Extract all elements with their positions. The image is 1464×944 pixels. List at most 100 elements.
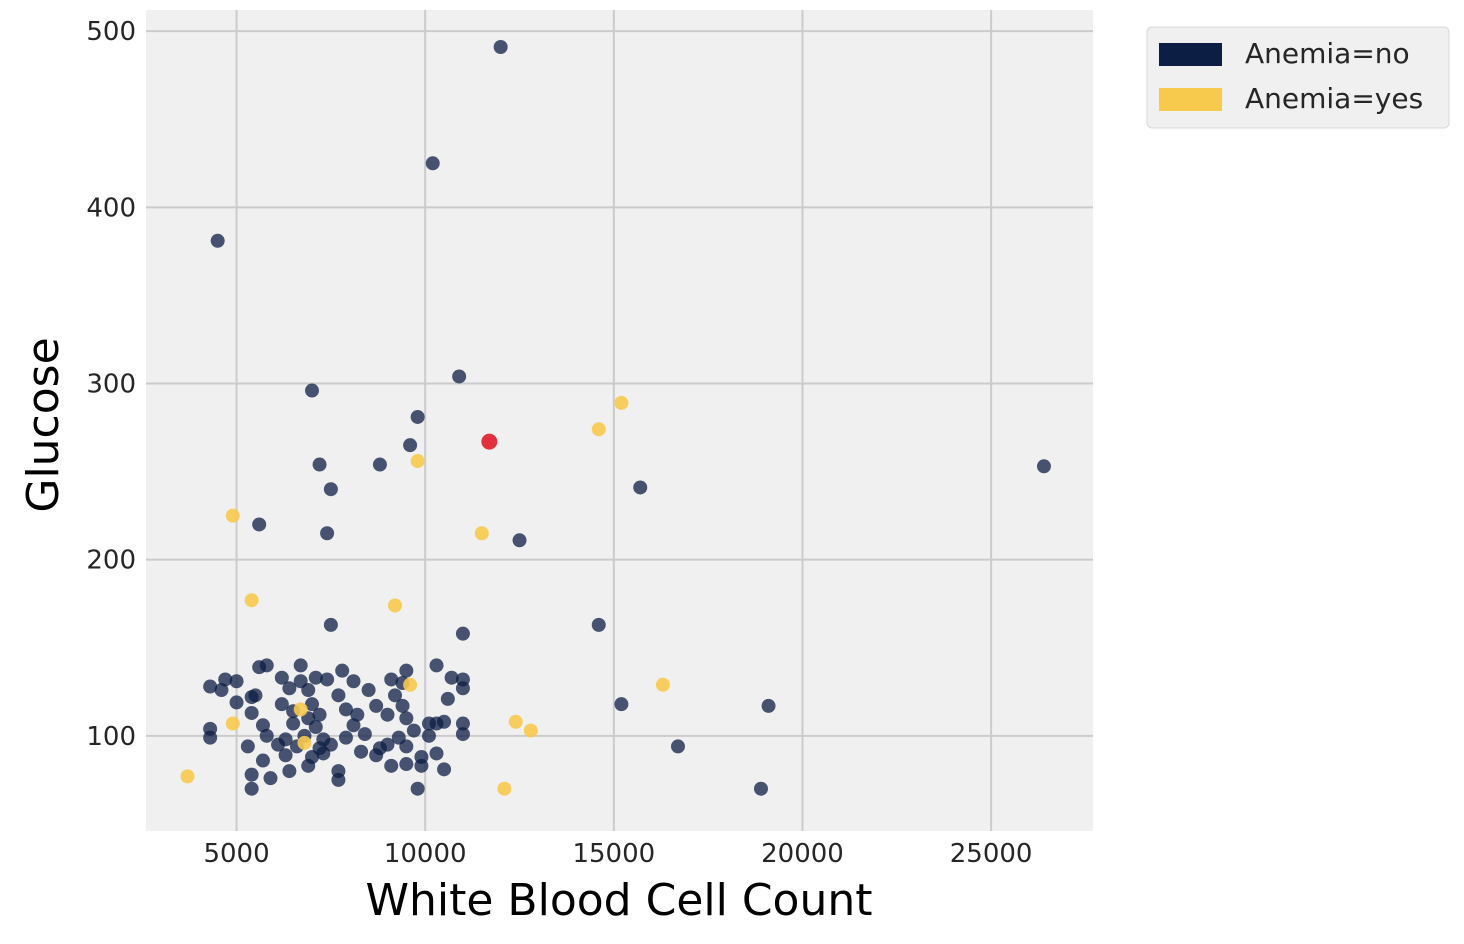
point-anemia-no (244, 705, 259, 720)
legend-swatch-yes (1159, 88, 1222, 111)
point-anemia-no (203, 679, 218, 694)
legend-label-no: Anemia=no (1245, 37, 1410, 70)
point-anemia-no (614, 697, 629, 712)
point-anemia-no (388, 688, 403, 703)
x-tick-label: 10000 (384, 839, 467, 869)
highlighted-point (481, 433, 498, 450)
point-anemia-no (282, 681, 297, 696)
point-anemia-no (425, 156, 440, 171)
x-tick-label: 20000 (761, 839, 844, 869)
point-anemia-no (455, 626, 470, 641)
point-anemia-no (455, 727, 470, 742)
y-tick-label: 200 (86, 546, 136, 576)
point-anemia-no (320, 526, 335, 541)
point-anemia-no (512, 533, 527, 548)
point-anemia-yes (474, 526, 489, 541)
point-anemia-no (369, 698, 384, 713)
point-anemia-no (357, 727, 372, 742)
point-anemia-no (350, 707, 365, 722)
point-anemia-no (229, 674, 244, 689)
point-anemia-no (444, 670, 459, 685)
point-anemia-no (761, 698, 776, 713)
point-anemia-no (399, 711, 414, 726)
point-anemia-no (301, 758, 316, 773)
point-anemia-no (455, 681, 470, 696)
point-anemia-no (346, 718, 361, 733)
y-axis-label: Glucose (18, 337, 69, 512)
legend-label-yes: Anemia=yes (1245, 82, 1423, 115)
x-tick-label: 25000 (950, 839, 1033, 869)
point-anemia-no (229, 695, 244, 710)
point-anemia-no (670, 739, 685, 754)
point-anemia-no (1036, 459, 1051, 474)
point-anemia-no (429, 716, 444, 731)
point-anemia-no (380, 707, 395, 722)
point-anemia-no (320, 672, 335, 687)
point-anemia-no (440, 691, 455, 706)
point-anemia-no (410, 409, 425, 424)
point-anemia-no (421, 728, 436, 743)
point-anemia-no (384, 672, 399, 687)
point-anemia-no (380, 737, 395, 752)
point-anemia-no (271, 737, 286, 752)
point-anemia-no (308, 670, 323, 685)
point-anemia-no (274, 670, 289, 685)
point-anemia-yes (244, 593, 259, 608)
point-anemia-no (753, 781, 768, 796)
point-anemia-no (214, 683, 229, 698)
point-anemia-no (244, 767, 259, 782)
x-tick-label: 5000 (203, 839, 269, 869)
point-anemia-no (410, 781, 425, 796)
point-anemia-no (203, 730, 218, 745)
point-anemia-no (286, 716, 301, 731)
point-anemia-yes (591, 422, 606, 437)
point-anemia-no (240, 739, 255, 754)
point-anemia-no (255, 753, 270, 768)
point-anemia-no (218, 672, 233, 687)
point-anemia-no (255, 718, 270, 733)
point-anemia-no (437, 762, 452, 777)
point-anemia-no (293, 658, 308, 673)
point-anemia-no (346, 674, 361, 689)
point-anemia-no (338, 730, 353, 745)
point-anemia-no (372, 457, 387, 472)
point-anemia-no (263, 771, 278, 786)
point-anemia-no (244, 781, 259, 796)
point-anemia-yes (388, 598, 403, 613)
point-anemia-no (312, 707, 327, 722)
point-anemia-no (323, 482, 338, 497)
point-anemia-no (406, 723, 421, 738)
point-anemia-no (278, 748, 293, 763)
point-anemia-yes (225, 508, 240, 523)
point-anemia-no (399, 663, 414, 678)
point-anemia-no (316, 746, 331, 761)
point-anemia-yes (410, 454, 425, 469)
point-anemia-no (312, 457, 327, 472)
point-anemia-yes (508, 714, 523, 729)
point-anemia-yes (297, 735, 312, 750)
point-anemia-no (493, 39, 508, 54)
data-points (180, 39, 1051, 796)
point-anemia-no (429, 746, 444, 761)
point-anemia-no (244, 690, 259, 705)
point-anemia-yes (403, 677, 418, 692)
point-anemia-no (369, 748, 384, 763)
point-anemia-no (361, 683, 376, 698)
point-anemia-no (399, 739, 414, 754)
x-tick-label: 15000 (572, 839, 655, 869)
point-anemia-no (210, 233, 225, 248)
point-anemia-no (455, 716, 470, 731)
point-anemia-yes (225, 716, 240, 731)
point-anemia-no (403, 438, 418, 453)
point-anemia-no (591, 617, 606, 632)
point-anemia-no (338, 702, 353, 717)
point-anemia-no (274, 697, 289, 712)
point-anemia-yes (614, 395, 629, 410)
y-tick-label: 300 (86, 370, 136, 400)
point-anemia-no (323, 617, 338, 632)
point-anemia-no (331, 688, 346, 703)
point-anemia-no (282, 764, 297, 779)
grid (146, 10, 1093, 831)
